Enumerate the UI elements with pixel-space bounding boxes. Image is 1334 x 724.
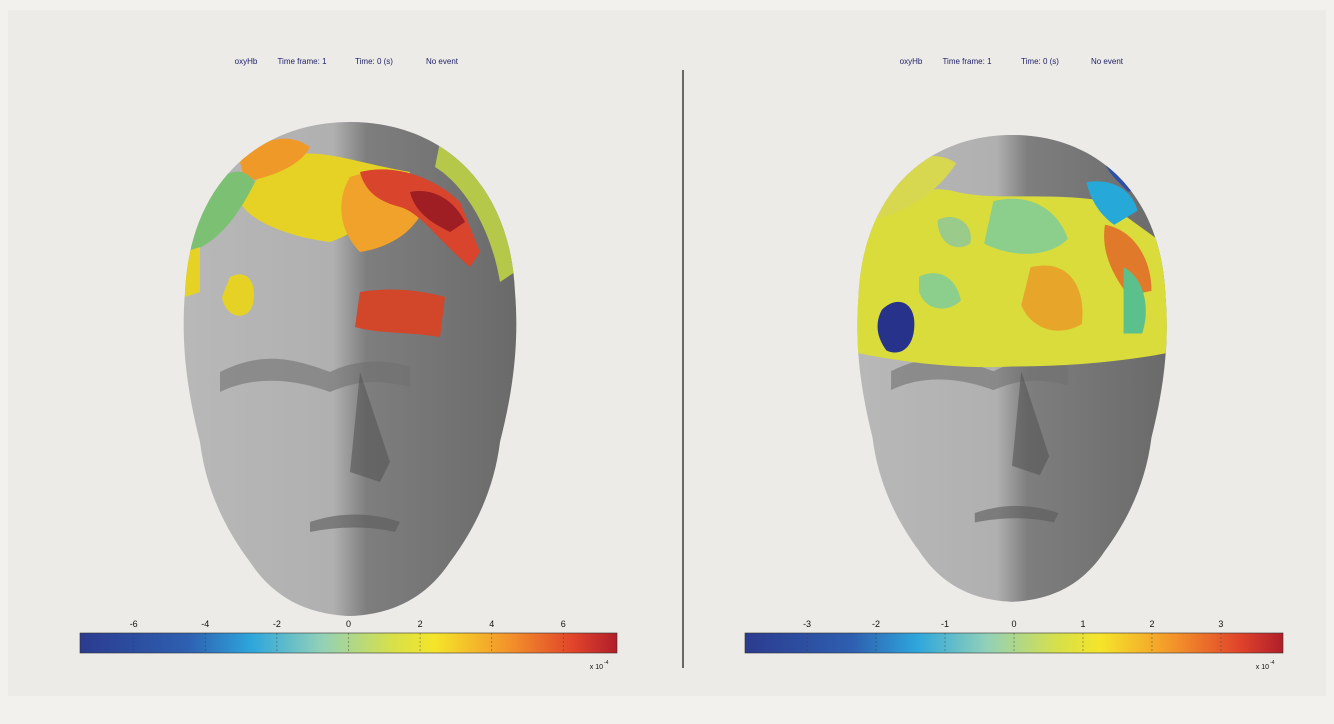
header-event: No event bbox=[1091, 57, 1124, 66]
header-time: Time: 0 (s) bbox=[355, 57, 393, 66]
tick-label: 2 bbox=[1149, 619, 1154, 629]
colorbar-multiplier: x 10 bbox=[1256, 664, 1269, 671]
tick-label: 3 bbox=[1218, 619, 1223, 629]
tick-label: 1 bbox=[1080, 619, 1085, 629]
tick-label: 2 bbox=[418, 619, 423, 629]
tick-label: -3 bbox=[803, 619, 811, 629]
tick-label: 0 bbox=[1011, 619, 1016, 629]
colorbar-exponent: -4 bbox=[604, 660, 609, 666]
tick-label: -4 bbox=[201, 619, 209, 629]
head-model bbox=[183, 122, 517, 616]
tick-label: -2 bbox=[273, 619, 281, 629]
tick-label: 6 bbox=[561, 619, 566, 629]
header-frame: Time frame: 1 bbox=[277, 57, 327, 66]
header-time: Time: 0 (s) bbox=[1021, 57, 1059, 66]
colorbar-multiplier: x 10 bbox=[590, 664, 603, 671]
header-signal: oxyHb bbox=[235, 57, 258, 66]
header-frame: Time frame: 1 bbox=[942, 57, 992, 66]
colorbar-exponent: -4 bbox=[1270, 660, 1275, 666]
tick-label: -6 bbox=[130, 619, 138, 629]
header-event: No event bbox=[426, 57, 459, 66]
tick-label: 4 bbox=[489, 619, 494, 629]
tick-label: -2 bbox=[872, 619, 880, 629]
tick-label: 0 bbox=[346, 619, 351, 629]
tick-label: -1 bbox=[941, 619, 949, 629]
header-signal: oxyHb bbox=[900, 57, 923, 66]
